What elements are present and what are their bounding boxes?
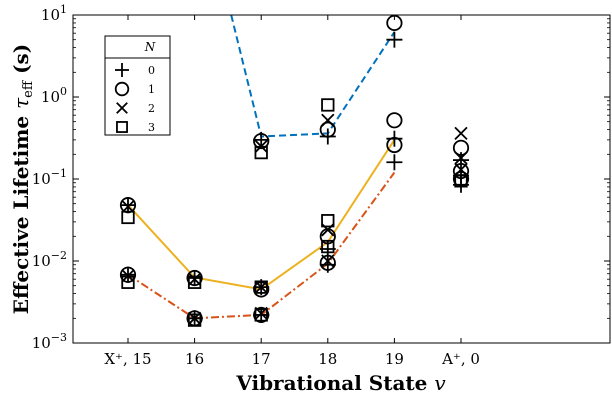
y-tick-label-0: 10−3 xyxy=(32,331,67,352)
marker-N2-5 xyxy=(254,280,268,294)
marker-N3-9 xyxy=(321,239,335,254)
marker-N3-6 xyxy=(254,308,268,322)
marker-N3-0 xyxy=(121,210,135,225)
marker-N3-8 xyxy=(321,214,335,228)
marker-N1-14 xyxy=(452,162,470,180)
legend-label-N0: 0 xyxy=(148,64,155,77)
marker-N2-11 xyxy=(454,151,468,165)
y-tick-label-3: 100 xyxy=(41,85,67,106)
marker-N3-1 xyxy=(121,275,135,289)
marker-N1-13 xyxy=(452,139,470,156)
marker-N0-12 xyxy=(386,154,403,171)
axis-ticks: X⁺, 15 16 17 18 19 A⁺, 0 10−3 10−2 10−1 100 101 xyxy=(32,3,610,368)
marker-N1-9 xyxy=(319,254,336,271)
marker-N3-4 xyxy=(254,145,268,160)
legend-label-N3: 3 xyxy=(148,121,155,134)
x-tick-label-1: 16 xyxy=(185,350,204,368)
legend-marker-N1 xyxy=(114,81,130,97)
marker-N1-2 xyxy=(186,269,203,287)
legend-title: N xyxy=(144,40,156,54)
marker-N0-0 xyxy=(120,197,136,214)
y-tick-label-2: 10−1 xyxy=(32,167,67,188)
y-tick-label-1: 10−2 xyxy=(32,249,67,270)
marker-N2-0 xyxy=(121,200,135,214)
x-axis-label: Vibrational State v xyxy=(235,371,446,395)
legend-box xyxy=(104,35,171,136)
marker-N3-10 xyxy=(454,174,468,188)
legend-marker-N2 xyxy=(116,102,128,114)
data-markers xyxy=(119,15,470,327)
marker-N1-6 xyxy=(253,306,270,324)
marker-N1-7 xyxy=(319,121,336,138)
legend-marker-N3 xyxy=(116,121,128,133)
marker-N3-2 xyxy=(187,275,202,289)
marker-N1-11 xyxy=(386,112,403,129)
marker-N0-11 xyxy=(386,130,403,147)
marker-N3-3 xyxy=(187,313,202,327)
series-line-0 xyxy=(230,15,396,138)
x-tick-label-5: A⁺, 0 xyxy=(441,350,480,368)
marker-N2-9 xyxy=(321,254,335,268)
legend-marker-N0 xyxy=(115,63,129,77)
y-tick-label-4: 101 xyxy=(41,3,67,24)
legend-label-N2: 2 xyxy=(148,102,155,115)
legend-label-N1: 1 xyxy=(148,83,155,96)
marker-N2-7 xyxy=(321,113,335,127)
x-tick-label-2: 17 xyxy=(252,350,271,368)
marker-N3-7 xyxy=(321,98,335,112)
marker-N2-2 xyxy=(187,272,202,286)
legend: N 0 1 2 3 xyxy=(104,35,171,136)
x-tick-label-4: 19 xyxy=(385,350,404,368)
marker-N0-10 xyxy=(386,31,403,48)
x-tick-label-0: X⁺, 15 xyxy=(104,350,151,368)
marker-N2-10 xyxy=(454,126,468,141)
marker-N1-12 xyxy=(386,136,403,154)
marker-N1-1 xyxy=(119,266,137,283)
marker-N1-4 xyxy=(253,132,270,150)
x-tick-label-3: 18 xyxy=(318,350,337,368)
marker-N3-5 xyxy=(254,280,268,294)
marker-N2-12 xyxy=(454,163,468,177)
